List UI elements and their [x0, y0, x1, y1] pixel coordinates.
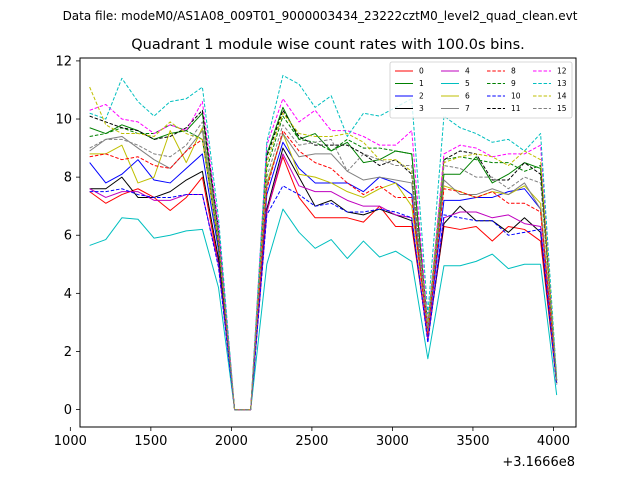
x-tick-label: 1500 [134, 434, 167, 449]
plot-area [80, 58, 576, 427]
x-tick-label: 3000 [376, 434, 409, 449]
x-tick-label: 1000 [54, 434, 87, 449]
series-line-2 [89, 141, 558, 411]
y-tick-label: 2 [64, 345, 72, 360]
y-axis: 0 2 4 6 8 10 12 [55, 54, 80, 418]
x-axis: 1000 1500 2000 2500 3000 3500 4000 [54, 427, 570, 449]
series-line-1 [89, 106, 558, 411]
plot-frame [79, 57, 577, 428]
legend-label-15: 15 [557, 104, 567, 113]
legend-label-8: 8 [511, 67, 516, 76]
legend-label-0: 0 [419, 67, 424, 76]
y-tick-label: 6 [64, 229, 72, 244]
legend-label-5: 5 [465, 79, 470, 88]
y-tick-label: 0 [64, 403, 72, 418]
legend-label-11: 11 [511, 104, 521, 113]
x-axis-offset-label: +3.1666e8 [502, 455, 575, 470]
legend-label-9: 9 [511, 79, 516, 88]
series-line-12 [89, 98, 558, 411]
y-tick-label: 12 [55, 54, 72, 69]
legend-label-7: 7 [465, 104, 470, 113]
series-line-11 [89, 109, 558, 411]
y-tick-label: 10 [55, 113, 72, 128]
legend-label-10: 10 [511, 92, 521, 101]
series-line-14 [89, 86, 558, 411]
chart-title: Quadrant 1 module wise count rates with … [131, 37, 525, 53]
legend-label-2: 2 [419, 92, 424, 101]
legend-label-4: 4 [465, 67, 470, 76]
legend-label-1: 1 [419, 79, 424, 88]
series-line-10 [89, 185, 558, 411]
legend-label-13: 13 [557, 79, 567, 88]
x-tick-label: 4000 [537, 434, 570, 449]
legend-label-14: 14 [557, 92, 567, 101]
legend-label-12: 12 [557, 67, 567, 76]
series-line-0 [89, 156, 558, 411]
y-tick-label: 4 [64, 287, 72, 302]
legend-label-3: 3 [419, 104, 424, 113]
series-line-13 [89, 74, 558, 411]
series-line-3 [89, 147, 558, 411]
data-file-suptitle: Data file: modeM0/AS1A08_009T01_90000034… [63, 9, 578, 23]
y-tick-label: 8 [64, 171, 72, 186]
series-line-8 [89, 130, 558, 411]
series-line-5 [89, 208, 558, 411]
series-line-4 [89, 153, 558, 411]
x-tick-label: 3500 [456, 434, 489, 449]
x-tick-label: 2000 [215, 434, 248, 449]
legend-label-6: 6 [465, 92, 470, 101]
x-tick-label: 2500 [295, 434, 328, 449]
series-lines-group [89, 74, 558, 411]
series-line-7 [89, 130, 558, 411]
legend-box [389, 61, 573, 119]
